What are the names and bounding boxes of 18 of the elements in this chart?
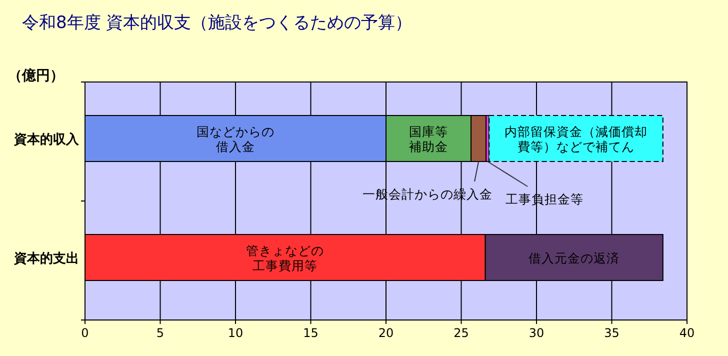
- x-tick-label: 35: [604, 326, 620, 340]
- x-tick-label: 20: [378, 326, 394, 340]
- title: 令和8年度 資本的収支（施設をつくるための予算）: [22, 13, 412, 33]
- x-tick-label: 5: [156, 326, 164, 340]
- x-tick-label: 30: [528, 326, 544, 340]
- x-tick-label: 15: [303, 326, 318, 340]
- x-tick-label: 10: [228, 326, 244, 340]
- x-tick-label: 40: [679, 326, 695, 340]
- y-tick-label: 資本的収入: [13, 132, 80, 148]
- x-tick-label: 0: [81, 326, 89, 340]
- series-label: 内部留保資金（減価償却費等）などで補てん: [504, 124, 648, 154]
- text: （億円）: [8, 67, 64, 84]
- series-label: 借入元金の返済: [528, 250, 620, 266]
- x-tick-label: 25: [454, 326, 469, 340]
- series-label: 国庫等補助金: [409, 124, 448, 154]
- y-tick-label: 資本的支出: [13, 252, 79, 266]
- series-label: 管きょなどの工事費用等: [246, 243, 324, 273]
- series-label: 国などからの借入金: [196, 124, 274, 154]
